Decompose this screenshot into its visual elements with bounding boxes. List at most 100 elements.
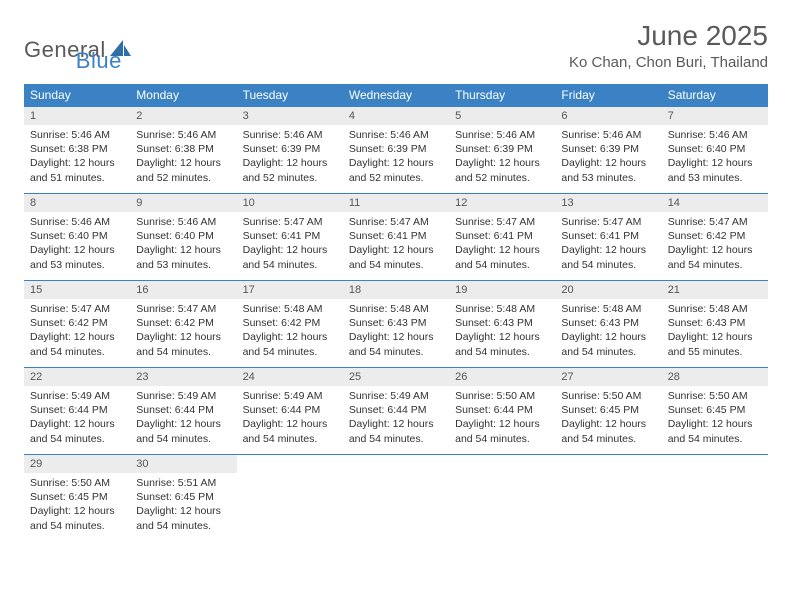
daylight-line: Daylight: 12 hours and 52 minutes. <box>243 156 337 184</box>
sunset-line: Sunset: 6:39 PM <box>561 142 655 156</box>
cell-body: Sunrise: 5:48 AMSunset: 6:43 PMDaylight:… <box>343 299 449 365</box>
daylight-line: Daylight: 12 hours and 54 minutes. <box>243 330 337 358</box>
sunset-line: Sunset: 6:39 PM <box>243 142 337 156</box>
day-number: 12 <box>449 194 555 212</box>
daylight-line: Daylight: 12 hours and 54 minutes. <box>455 243 549 271</box>
daylight-line: Daylight: 12 hours and 54 minutes. <box>30 417 124 445</box>
day-number: 19 <box>449 281 555 299</box>
calendar-cell: . <box>555 455 661 541</box>
daylight-line: Daylight: 12 hours and 51 minutes. <box>30 156 124 184</box>
day-number: 16 <box>130 281 236 299</box>
sunrise-line: Sunrise: 5:47 AM <box>349 215 443 229</box>
calendar-cell: 29Sunrise: 5:50 AMSunset: 6:45 PMDayligh… <box>24 455 130 541</box>
sunrise-line: Sunrise: 5:50 AM <box>561 389 655 403</box>
day-header: Thursday <box>449 84 555 107</box>
day-number: 6 <box>555 107 661 125</box>
day-number: 29 <box>24 455 130 473</box>
sunset-line: Sunset: 6:41 PM <box>561 229 655 243</box>
daylight-line: Daylight: 12 hours and 54 minutes. <box>668 417 762 445</box>
daylight-line: Daylight: 12 hours and 54 minutes. <box>561 417 655 445</box>
cell-body: Sunrise: 5:51 AMSunset: 6:45 PMDaylight:… <box>130 473 236 539</box>
day-number: 15 <box>24 281 130 299</box>
day-number: 18 <box>343 281 449 299</box>
day-number: 25 <box>343 368 449 386</box>
sunset-line: Sunset: 6:45 PM <box>668 403 762 417</box>
calendar-cell: 18Sunrise: 5:48 AMSunset: 6:43 PMDayligh… <box>343 281 449 367</box>
day-number: 4 <box>343 107 449 125</box>
calendar-cell: 26Sunrise: 5:50 AMSunset: 6:44 PMDayligh… <box>449 368 555 454</box>
header: General Blue June 2025 Ko Chan, Chon Bur… <box>24 20 768 74</box>
sunset-line: Sunset: 6:40 PM <box>668 142 762 156</box>
cell-body: Sunrise: 5:49 AMSunset: 6:44 PMDaylight:… <box>237 386 343 452</box>
day-number: 14 <box>662 194 768 212</box>
sunset-line: Sunset: 6:45 PM <box>561 403 655 417</box>
calendar-cell: 11Sunrise: 5:47 AMSunset: 6:41 PMDayligh… <box>343 194 449 280</box>
calendar-cell: 25Sunrise: 5:49 AMSunset: 6:44 PMDayligh… <box>343 368 449 454</box>
cell-body: Sunrise: 5:49 AMSunset: 6:44 PMDaylight:… <box>130 386 236 452</box>
sunrise-line: Sunrise: 5:47 AM <box>243 215 337 229</box>
calendar-cell: 23Sunrise: 5:49 AMSunset: 6:44 PMDayligh… <box>130 368 236 454</box>
sunset-line: Sunset: 6:38 PM <box>136 142 230 156</box>
sunrise-line: Sunrise: 5:46 AM <box>668 128 762 142</box>
daylight-line: Daylight: 12 hours and 53 minutes. <box>136 243 230 271</box>
day-number: 1 <box>24 107 130 125</box>
sunrise-line: Sunrise: 5:46 AM <box>455 128 549 142</box>
calendar-cell: 6Sunrise: 5:46 AMSunset: 6:39 PMDaylight… <box>555 107 661 193</box>
sunrise-line: Sunrise: 5:49 AM <box>30 389 124 403</box>
cell-body: Sunrise: 5:49 AMSunset: 6:44 PMDaylight:… <box>343 386 449 452</box>
daylight-line: Daylight: 12 hours and 54 minutes. <box>243 243 337 271</box>
calendar-cell: 3Sunrise: 5:46 AMSunset: 6:39 PMDaylight… <box>237 107 343 193</box>
day-number: 17 <box>237 281 343 299</box>
sunset-line: Sunset: 6:45 PM <box>136 490 230 504</box>
sunset-line: Sunset: 6:38 PM <box>30 142 124 156</box>
daylight-line: Daylight: 12 hours and 54 minutes. <box>136 504 230 532</box>
cell-body: Sunrise: 5:48 AMSunset: 6:43 PMDaylight:… <box>662 299 768 365</box>
daylight-line: Daylight: 12 hours and 54 minutes. <box>668 243 762 271</box>
daylight-line: Daylight: 12 hours and 54 minutes. <box>455 330 549 358</box>
calendar-cell: . <box>449 455 555 541</box>
daylight-line: Daylight: 12 hours and 54 minutes. <box>30 330 124 358</box>
calendar-cell: 28Sunrise: 5:50 AMSunset: 6:45 PMDayligh… <box>662 368 768 454</box>
day-number: 20 <box>555 281 661 299</box>
calendar-cell: 24Sunrise: 5:49 AMSunset: 6:44 PMDayligh… <box>237 368 343 454</box>
day-header-row: SundayMondayTuesdayWednesdayThursdayFrid… <box>24 84 768 107</box>
cell-body: Sunrise: 5:46 AMSunset: 6:38 PMDaylight:… <box>130 125 236 191</box>
calendar-cell: 14Sunrise: 5:47 AMSunset: 6:42 PMDayligh… <box>662 194 768 280</box>
sunset-line: Sunset: 6:45 PM <box>30 490 124 504</box>
day-number: 30 <box>130 455 236 473</box>
sunrise-line: Sunrise: 5:47 AM <box>561 215 655 229</box>
sunset-line: Sunset: 6:43 PM <box>668 316 762 330</box>
day-header: Tuesday <box>237 84 343 107</box>
daylight-line: Daylight: 12 hours and 54 minutes. <box>30 504 124 532</box>
cell-body: Sunrise: 5:46 AMSunset: 6:39 PMDaylight:… <box>237 125 343 191</box>
day-number: 8 <box>24 194 130 212</box>
sunrise-line: Sunrise: 5:46 AM <box>30 215 124 229</box>
cell-body: Sunrise: 5:48 AMSunset: 6:43 PMDaylight:… <box>555 299 661 365</box>
cell-body: Sunrise: 5:46 AMSunset: 6:40 PMDaylight:… <box>130 212 236 278</box>
calendar-cell: 7Sunrise: 5:46 AMSunset: 6:40 PMDaylight… <box>662 107 768 193</box>
day-header: Monday <box>130 84 236 107</box>
sunrise-line: Sunrise: 5:46 AM <box>30 128 124 142</box>
daylight-line: Daylight: 12 hours and 52 minutes. <box>349 156 443 184</box>
calendar-cell: 13Sunrise: 5:47 AMSunset: 6:41 PMDayligh… <box>555 194 661 280</box>
day-number: 5 <box>449 107 555 125</box>
day-header: Sunday <box>24 84 130 107</box>
day-header: Wednesday <box>343 84 449 107</box>
sunrise-line: Sunrise: 5:46 AM <box>136 215 230 229</box>
calendar-cell: 22Sunrise: 5:49 AMSunset: 6:44 PMDayligh… <box>24 368 130 454</box>
calendar: SundayMondayTuesdayWednesdayThursdayFrid… <box>24 84 768 541</box>
cell-body: Sunrise: 5:50 AMSunset: 6:45 PMDaylight:… <box>24 473 130 539</box>
sunrise-line: Sunrise: 5:47 AM <box>455 215 549 229</box>
sunset-line: Sunset: 6:42 PM <box>243 316 337 330</box>
cell-body: Sunrise: 5:46 AMSunset: 6:40 PMDaylight:… <box>24 212 130 278</box>
sunrise-line: Sunrise: 5:48 AM <box>243 302 337 316</box>
sunset-line: Sunset: 6:39 PM <box>455 142 549 156</box>
sunset-line: Sunset: 6:44 PM <box>243 403 337 417</box>
week-row: 29Sunrise: 5:50 AMSunset: 6:45 PMDayligh… <box>24 455 768 541</box>
sunrise-line: Sunrise: 5:48 AM <box>561 302 655 316</box>
day-number: 21 <box>662 281 768 299</box>
sunset-line: Sunset: 6:41 PM <box>243 229 337 243</box>
sunrise-line: Sunrise: 5:51 AM <box>136 476 230 490</box>
day-header: Friday <box>555 84 661 107</box>
cell-body: Sunrise: 5:48 AMSunset: 6:42 PMDaylight:… <box>237 299 343 365</box>
